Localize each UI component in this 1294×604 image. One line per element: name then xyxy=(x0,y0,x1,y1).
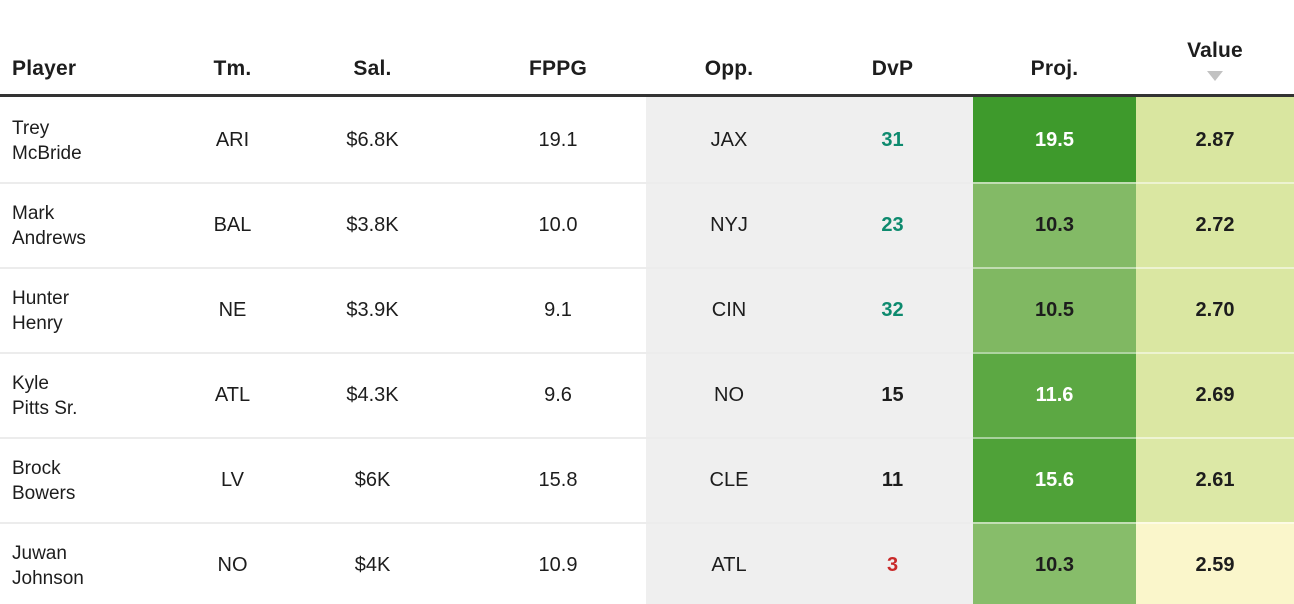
opponent-cell: NO xyxy=(646,352,812,437)
column-header-projection[interactable]: Proj. xyxy=(973,57,1136,94)
projection-cell: 10.3 xyxy=(973,522,1136,604)
salary-cell: $3.9K xyxy=(275,267,470,352)
dvp-cell: 31 xyxy=(812,97,973,182)
column-header-player[interactable]: Player xyxy=(0,57,190,94)
team-cell: ARI xyxy=(215,129,250,151)
table-row: Mark Andrews BAL $3.8K 10.0 NYJ 23 10.3 2.72 xyxy=(0,182,1294,267)
column-header-fppg[interactable]: FPPG xyxy=(470,57,646,94)
dvp-cell: 3 xyxy=(812,522,973,604)
table-row: Trey McBride ARI $6.8K 19.1 JAX 31 19.5 2.87 xyxy=(0,97,1294,182)
value-cell: 2.70 xyxy=(1136,267,1294,352)
player-last-name: Bowers xyxy=(12,482,76,504)
table-header-row: Player Tm. Sal. FPPG Opp. DvP Proj. Valu… xyxy=(0,0,1294,97)
column-header-label: Player xyxy=(12,57,77,80)
team-cell: LV xyxy=(190,437,275,522)
opponent-cell: NYJ xyxy=(646,182,812,267)
projection-cell: 19.5 xyxy=(973,97,1136,182)
projection-cell: 10.3 xyxy=(973,182,1136,267)
projection-cell: 15.6 xyxy=(973,437,1136,522)
sort-descending-icon xyxy=(1207,71,1223,81)
opponent-cell: CLE xyxy=(646,437,812,522)
dvp-cell: 32 xyxy=(812,267,973,352)
table-row: Juwan Johnson NO $4K 10.9 ATL 3 10.3 2.59 xyxy=(0,522,1294,604)
player-first-name: Hunter xyxy=(12,287,70,309)
table-row: Kyle Pitts Sr. ATL $4.3K 9.6 NO 15 11.6 2.69 xyxy=(0,352,1294,437)
column-header-label: Proj. xyxy=(1030,57,1079,80)
column-header-label: Opp. xyxy=(704,57,754,80)
fppg-cell: 15.8 xyxy=(470,437,646,522)
player-first-name: Mark xyxy=(12,202,55,224)
column-header-salary[interactable]: Sal. xyxy=(275,57,470,94)
column-header-label: Tm. xyxy=(213,57,252,80)
fppg-cell: 9.1 xyxy=(470,267,646,352)
player-first-name: Brock xyxy=(12,457,61,479)
player-cell: Juwan Johnson xyxy=(0,522,190,604)
column-header-dvp[interactable]: DvP xyxy=(812,57,973,94)
fppg-cell: 10.9 xyxy=(470,522,646,604)
player-last-name: Pitts Sr. xyxy=(12,397,78,419)
salary-cell: $4.3K xyxy=(275,352,470,437)
team-cell: NE xyxy=(190,267,275,352)
value-cell: 2.72 xyxy=(1136,182,1294,267)
column-header-label: Sal. xyxy=(353,57,392,80)
projection-cell: 11.6 xyxy=(973,352,1136,437)
value-cell: 2.59 xyxy=(1136,522,1294,604)
dvp-cell: 23 xyxy=(812,182,973,267)
team-cell: NO xyxy=(190,522,275,604)
salary-cell: $6.8K xyxy=(346,129,399,151)
table-row: Hunter Henry NE $3.9K 9.1 CIN 32 10.5 2.70 xyxy=(0,267,1294,352)
table-body: Trey McBride ARI $6.8K 19.1 JAX 31 19.5 2.87 Mark… xyxy=(0,97,1294,604)
projection-cell: 10.5 xyxy=(973,267,1136,352)
value-cell: 2.69 xyxy=(1136,352,1294,437)
column-header-opponent[interactable]: Opp. xyxy=(646,57,812,94)
column-header-label: DvP xyxy=(871,57,914,80)
player-first-name: Trey xyxy=(12,117,50,139)
player-last-name: Henry xyxy=(12,312,63,334)
player-last-name: Andrews xyxy=(12,227,86,249)
value-cell: 2.61 xyxy=(1136,437,1294,522)
player-last-name: Johnson xyxy=(12,567,84,589)
player-first-name: Kyle xyxy=(12,372,49,394)
salary-cell: $6K xyxy=(275,437,470,522)
salary-cell: $4K xyxy=(275,522,470,604)
opponent-cell: CIN xyxy=(646,267,812,352)
opponent-cell: JAX xyxy=(646,97,812,182)
player-cell: Hunter Henry xyxy=(0,267,190,352)
player-last-name: McBride xyxy=(12,142,82,164)
value-cell: 2.87 xyxy=(1136,97,1294,182)
player-cell: Mark Andrews xyxy=(0,182,190,267)
dvp-cell: 15 xyxy=(812,352,973,437)
player-cell: Brock Bowers xyxy=(0,437,190,522)
fppg-cell: 19.1 xyxy=(538,129,578,151)
fppg-cell: 9.6 xyxy=(470,352,646,437)
team-cell: ATL xyxy=(190,352,275,437)
table-row: Brock Bowers LV $6K 15.8 CLE 11 15.6 2.61 xyxy=(0,437,1294,522)
salary-cell: $3.8K xyxy=(275,182,470,267)
column-header-team[interactable]: Tm. xyxy=(190,57,275,94)
dvp-cell: 11 xyxy=(812,437,973,522)
team-cell: BAL xyxy=(190,182,275,267)
column-header-label: FPPG xyxy=(529,57,587,80)
opponent-cell: ATL xyxy=(646,522,812,604)
player-cell: Trey McBride xyxy=(0,97,190,182)
fppg-cell: 10.0 xyxy=(470,182,646,267)
player-cell: Kyle Pitts Sr. xyxy=(0,352,190,437)
column-header-label: Value xyxy=(1187,39,1243,62)
player-first-name: Juwan xyxy=(12,542,67,564)
column-header-value-sorted[interactable]: Value xyxy=(1136,39,1294,94)
